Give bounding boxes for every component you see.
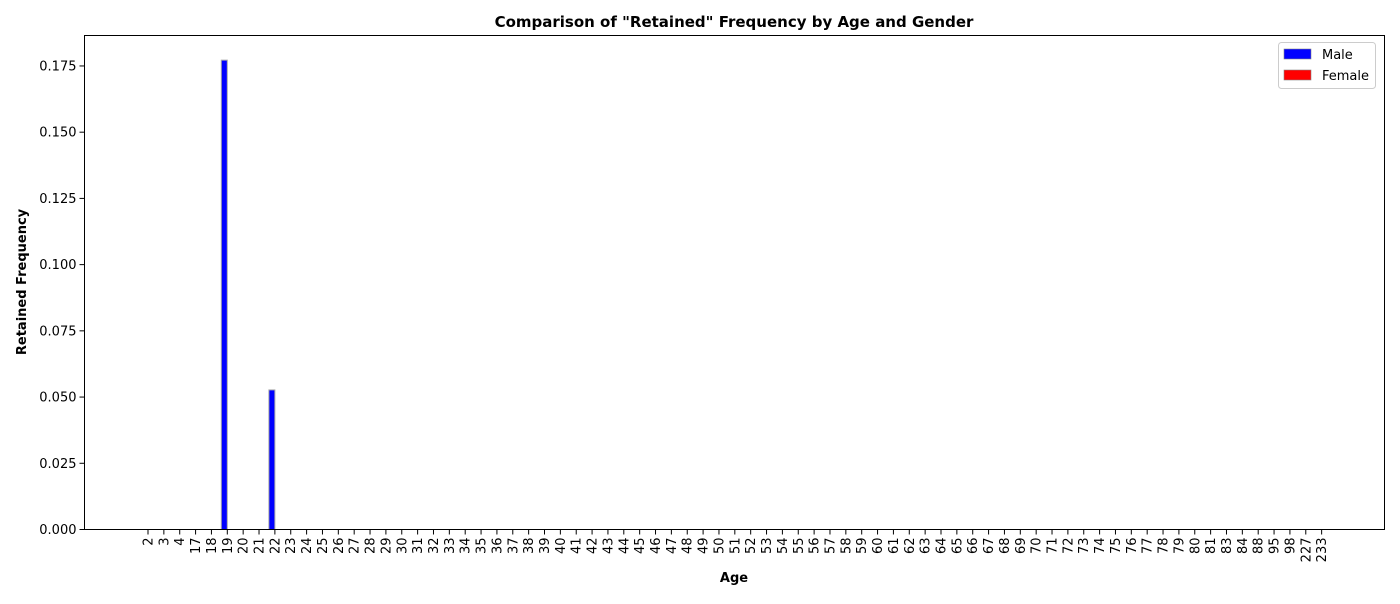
- x-tick-label: 47: [665, 538, 680, 555]
- x-tick-label: 61: [887, 538, 902, 555]
- x-tick-label: 25: [316, 538, 331, 555]
- x-tick-label: 233: [1315, 538, 1330, 563]
- x-tick-label: 77: [1141, 538, 1156, 555]
- x-tick-label: 2: [142, 538, 157, 546]
- legend-label-female: Female: [1322, 69, 1369, 84]
- x-tick-label: 49: [697, 538, 712, 555]
- x-tick-label: 19: [221, 538, 236, 555]
- x-tick-label: 95: [1268, 538, 1283, 555]
- y-axis: 0.000 0.025 0.050 0.075 0.100 0.125 0.150 0.175: [39, 59, 85, 538]
- y-tick-label: 0.175: [39, 59, 76, 74]
- x-tick-label: 24: [300, 538, 315, 555]
- y-tick-label: 0.025: [39, 457, 76, 472]
- x-tick-label: 38: [522, 538, 537, 555]
- x-tick-label: 70: [1030, 538, 1045, 555]
- x-tick-label: 56: [808, 538, 823, 555]
- y-tick-label: 0.150: [39, 126, 76, 141]
- x-tick-label: 4: [173, 538, 188, 546]
- legend: Male Female: [1278, 42, 1376, 89]
- x-tick-label: 40: [554, 538, 569, 555]
- x-tick-label: 20: [237, 538, 252, 555]
- x-tick-label: 55: [792, 538, 807, 555]
- x-tick-label: 74: [1093, 538, 1108, 555]
- x-tick-label: 48: [681, 538, 696, 555]
- x-tick-label: 227: [1299, 538, 1314, 563]
- x-tick-label: 28: [364, 538, 379, 555]
- x-tick-label: 33: [443, 538, 458, 555]
- x-tick-label: 42: [586, 538, 601, 555]
- x-tick-label: 68: [998, 538, 1013, 555]
- x-tick-label: 18: [205, 538, 220, 555]
- legend-swatch-female: [1283, 69, 1312, 81]
- x-tick-label: 44: [617, 538, 632, 555]
- x-tick-label: 51: [728, 538, 743, 555]
- x-tick-label: 37: [506, 538, 521, 555]
- x-tick-label: 27: [348, 538, 363, 555]
- x-tick-label: 23: [284, 538, 299, 555]
- x-tick-label: 45: [633, 538, 648, 555]
- x-tick-label: 71: [1046, 538, 1061, 555]
- chart-title: Comparison of "Retained" Frequency by Ag…: [495, 13, 974, 31]
- x-tick-label: 50: [712, 538, 727, 555]
- x-tick-label: 54: [776, 538, 791, 555]
- x-tick-label: 76: [1125, 538, 1140, 555]
- x-tick-label: 30: [395, 538, 410, 555]
- x-tick-label: 31: [411, 538, 426, 555]
- x-tick-label: 64: [935, 538, 950, 555]
- bar-male-22: [268, 389, 276, 530]
- x-tick-label: 59: [855, 538, 870, 555]
- x-tick-label: 78: [1157, 538, 1172, 555]
- x-tick-label: 3: [157, 538, 172, 546]
- x-tick-label: 60: [871, 538, 886, 555]
- bars-layer: [220, 59, 276, 530]
- x-axis: 2 3 4 17 18 19 20 21 22 23 24 25 26 27 28 29 30 31 32 33 34 3…: [142, 529, 1330, 563]
- x-tick-label: 36: [490, 538, 505, 555]
- x-tick-label: 84: [1236, 538, 1251, 555]
- y-tick-label: 0.125: [39, 192, 76, 207]
- x-tick-label: 26: [332, 538, 347, 555]
- x-tick-label: 34: [459, 538, 474, 555]
- x-tick-label: 29: [379, 538, 394, 555]
- x-tick-label: 17: [189, 538, 204, 555]
- y-tick-label: 0.000: [39, 523, 76, 538]
- x-tick-label: 22: [268, 538, 283, 555]
- x-tick-label: 62: [903, 538, 918, 555]
- x-axis-label: Age: [720, 571, 748, 586]
- y-tick-label: 0.050: [39, 391, 76, 406]
- x-tick-label: 75: [1109, 538, 1124, 555]
- legend-label-male: Male: [1322, 48, 1353, 63]
- x-tick-label: 73: [1077, 538, 1092, 555]
- bar-male-19: [220, 59, 228, 530]
- x-tick-label: 81: [1204, 538, 1219, 555]
- x-tick-label: 35: [475, 538, 490, 555]
- x-tick-label: 79: [1172, 538, 1187, 555]
- y-tick-label: 0.075: [39, 324, 76, 339]
- y-axis-label: Retained Frequency: [15, 208, 30, 355]
- legend-swatch-male: [1283, 48, 1312, 60]
- x-tick-label: 98: [1283, 538, 1298, 555]
- x-tick-label: 41: [570, 538, 585, 555]
- plot-frame: [84, 35, 1385, 530]
- x-tick-label: 67: [982, 538, 997, 555]
- x-tick-label: 72: [1061, 538, 1076, 555]
- x-tick-label: 80: [1188, 538, 1203, 555]
- x-tick-label: 58: [839, 538, 854, 555]
- x-tick-label: 65: [950, 538, 965, 555]
- x-tick-label: 52: [744, 538, 759, 555]
- x-tick-label: 46: [649, 538, 664, 555]
- x-tick-label: 66: [966, 538, 981, 555]
- x-tick-label: 57: [823, 538, 838, 555]
- x-tick-label: 69: [1014, 538, 1029, 555]
- x-tick-label: 88: [1252, 538, 1267, 555]
- x-tick-label: 21: [253, 538, 268, 555]
- x-tick-label: 53: [760, 538, 775, 555]
- x-tick-label: 43: [601, 538, 616, 555]
- x-tick-label: 39: [538, 538, 553, 555]
- x-tick-label: 32: [427, 538, 442, 555]
- x-tick-label: 83: [1220, 538, 1235, 555]
- y-tick-label: 0.100: [39, 258, 76, 273]
- x-tick-label: 63: [919, 538, 934, 555]
